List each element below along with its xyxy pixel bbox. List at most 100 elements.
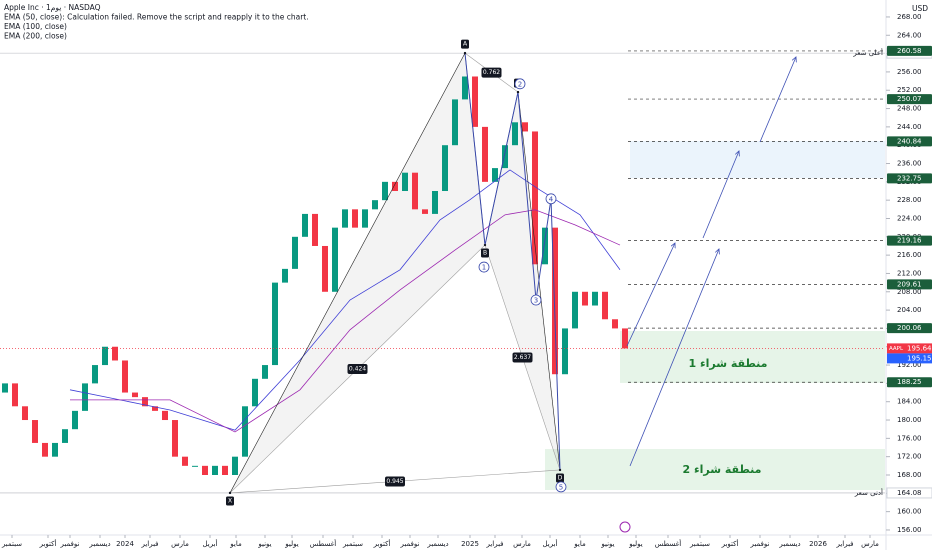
pattern-point	[463, 51, 467, 55]
candle-body	[562, 328, 568, 375]
level-box	[887, 45, 932, 56]
low-box	[886, 487, 932, 499]
candle-body	[202, 465, 208, 475]
x-tick-label: أغسطس	[310, 539, 337, 548]
x-tick-label: سبتمبر	[1, 540, 22, 548]
indicator-label: EMA (200, close)	[4, 32, 67, 41]
pattern-point	[516, 90, 520, 94]
ratio-label: 0.424	[349, 366, 366, 373]
candle-body	[502, 145, 508, 169]
x-tick-label: يوليو	[628, 540, 642, 548]
y-tick-label: 208.00	[897, 288, 922, 296]
indicator-label: EMA (50, close): Calculation failed. Rem…	[4, 13, 309, 22]
candle-body	[382, 181, 388, 201]
currency: USD	[912, 4, 928, 13]
y-tick-label: 236.00	[897, 160, 922, 168]
x-tick-label: فبراير	[835, 540, 853, 548]
x-tick-label: أغسطس	[655, 539, 682, 548]
level-label: 260.58	[897, 47, 922, 55]
low-name: أدنى سعر	[854, 488, 883, 497]
candle-body	[62, 429, 68, 443]
level-label: 200.06	[897, 324, 922, 332]
y-tick-label: 244.00	[897, 123, 922, 131]
level-box	[887, 377, 932, 388]
current-symbol: AAPL	[889, 346, 904, 352]
y-tick-label: 176.00	[897, 434, 922, 442]
projection-arrows	[626, 57, 796, 467]
candle-body	[452, 99, 458, 146]
x-tick-label: ديسمبر	[88, 540, 110, 548]
candle-body	[542, 227, 548, 265]
current-box	[887, 343, 932, 354]
level-label: 250.07	[897, 95, 922, 103]
candle-body	[392, 181, 398, 192]
x-tick-label: ديسمبر	[778, 540, 800, 548]
level-box	[887, 279, 932, 290]
pattern-label: A	[463, 41, 468, 48]
x-tick-label: سبتمبر	[342, 540, 363, 548]
pattern-fill	[485, 92, 560, 470]
arrow	[759, 57, 796, 143]
candle-body	[102, 346, 108, 366]
pattern-label-box	[556, 473, 564, 483]
buy-zone-1	[620, 331, 885, 383]
wave-label: 1	[482, 264, 486, 272]
candle-body	[522, 122, 528, 132]
x-tick-label: أكتوبر	[721, 539, 739, 548]
y-tick-label: 256.00	[897, 68, 922, 76]
wave-marker	[555, 481, 567, 493]
candle-body	[312, 213, 318, 246]
x-tick-label: نوفمبر	[400, 540, 420, 548]
arrow	[702, 151, 739, 239]
pattern-leg	[229, 52, 466, 494]
candle-body	[442, 145, 448, 192]
x-tick-label: مايو	[229, 540, 242, 548]
level-label: 240.84	[897, 137, 922, 145]
candle-body	[422, 209, 428, 214]
candle-body	[162, 410, 168, 421]
zone-label: منطقة شراء 2	[683, 463, 762, 476]
candle-body	[92, 365, 98, 384]
event-icon[interactable]	[619, 521, 631, 533]
wave-label: 3	[534, 297, 538, 305]
candle-body	[12, 383, 18, 407]
candle-body	[492, 168, 498, 182]
x-tick-label: مايو	[573, 540, 586, 548]
level-box	[887, 235, 932, 246]
candle-body	[182, 456, 188, 466]
candle-body	[322, 245, 328, 292]
level-label: 219.16	[897, 237, 922, 245]
x-tick-label: يوليو	[284, 540, 298, 548]
candle-body	[52, 442, 58, 457]
wave-marker	[478, 261, 490, 273]
y-tick-label: 252.00	[897, 86, 922, 94]
candle-body	[512, 122, 518, 146]
x-tick-label: فبراير	[140, 540, 158, 548]
previous-value: 195.15	[907, 354, 932, 362]
x-tick-label: مارس	[861, 540, 879, 548]
x-tick-label: مارس	[513, 540, 531, 548]
candle-body	[332, 227, 338, 292]
candle-body	[412, 172, 418, 210]
candle-body	[352, 209, 358, 228]
candle-body	[282, 268, 288, 283]
candle-body	[42, 442, 48, 457]
candle-body	[582, 291, 588, 306]
candle-body	[532, 131, 538, 265]
candle-body	[302, 213, 308, 237]
arrow	[629, 249, 719, 467]
pattern-point	[483, 243, 487, 247]
candle-body	[22, 406, 28, 421]
current-value: 195.64	[907, 344, 932, 352]
candle-body	[32, 420, 38, 443]
ratio-box	[512, 352, 533, 363]
low-value: 164.08	[897, 489, 922, 497]
x-tick-label: أكتوبر	[373, 539, 391, 548]
y-tick-label: 192.00	[897, 361, 922, 369]
level-label: 188.25	[897, 378, 922, 386]
y-tick-label: 264.00	[897, 31, 922, 39]
candle-body	[262, 365, 268, 379]
candle-body	[342, 209, 348, 228]
ratio-label: 0.762	[483, 69, 500, 76]
